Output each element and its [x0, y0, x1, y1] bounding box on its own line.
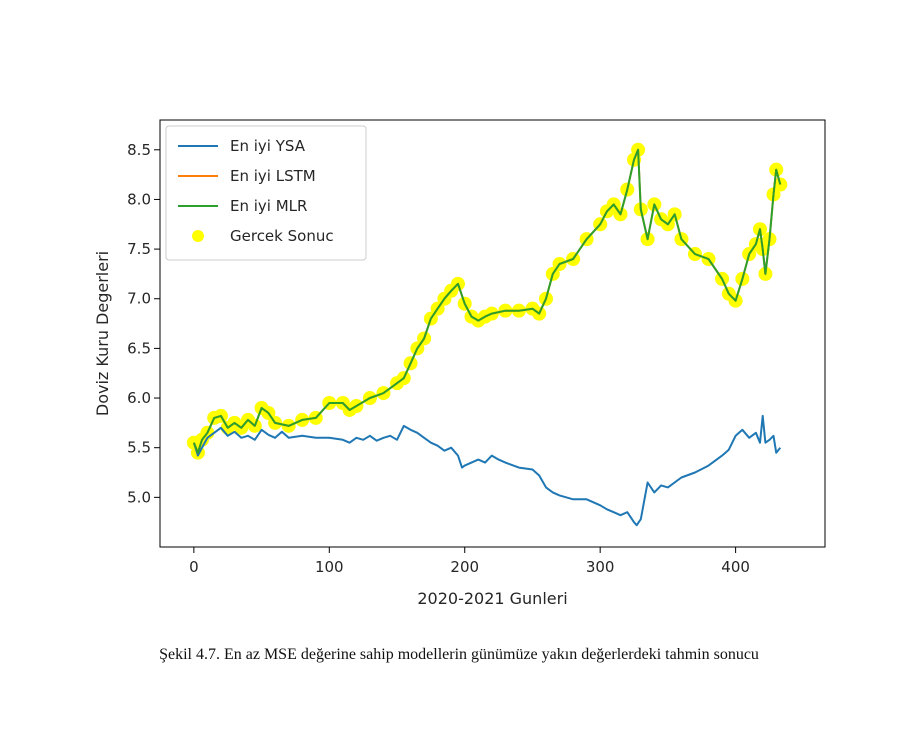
legend-label-lstm: En iyi LSTM: [230, 167, 316, 185]
x-tick-label: 0: [189, 558, 199, 576]
chart: 0 100 200 300 400 5.0 5.5 6.0 6.5 7.0 7.5 8.0 8.5 2…: [93, 119, 826, 608]
legend-swatch-gercek: [192, 230, 204, 242]
legend-box: [165, 125, 367, 261]
y-tick-label: 6.0: [127, 389, 151, 407]
plot-area: [186, 142, 788, 527]
series-line-mlr: [192, 148, 782, 454]
y-tick-label: 8.0: [127, 190, 151, 208]
y-tick-label: 7.5: [127, 240, 151, 258]
x-tick-label: 200: [450, 558, 479, 576]
y-axis-label: Doviz Kuru Degerleri: [93, 251, 112, 416]
y-tick-label: 6.5: [127, 339, 151, 357]
x-tick-label: 100: [315, 558, 344, 576]
x-axis-label: 2020-2021 Gunleri: [417, 589, 567, 608]
y-tick-label: 7.0: [127, 290, 151, 308]
x-tick-label: 300: [586, 558, 615, 576]
series-line-ysa: [192, 414, 782, 527]
x-tick-label: 400: [721, 558, 750, 576]
y-axis: 5.0 5.5 6.0 6.5 7.0 7.5 8.0 8.5: [127, 141, 160, 506]
legend-label-ysa: En iyi YSA: [230, 137, 306, 155]
plot-frame: [159, 119, 826, 548]
y-tick-label: 5.5: [127, 439, 151, 457]
legend-label-mlr: En iyi MLR: [230, 197, 307, 215]
legend-label-gercek: Gercek Sonuc: [230, 227, 334, 245]
data-point: [773, 177, 788, 192]
x-axis: 0 100 200 300 400: [189, 547, 750, 576]
y-tick-label: 5.0: [127, 488, 151, 506]
legend: En iyi YSA En iyi LSTM En iyi MLR Gercek…: [165, 125, 367, 261]
figure-caption: Şekil 4.7. En az MSE değerine sahip mode…: [159, 646, 759, 663]
y-tick-label: 8.5: [127, 141, 151, 159]
